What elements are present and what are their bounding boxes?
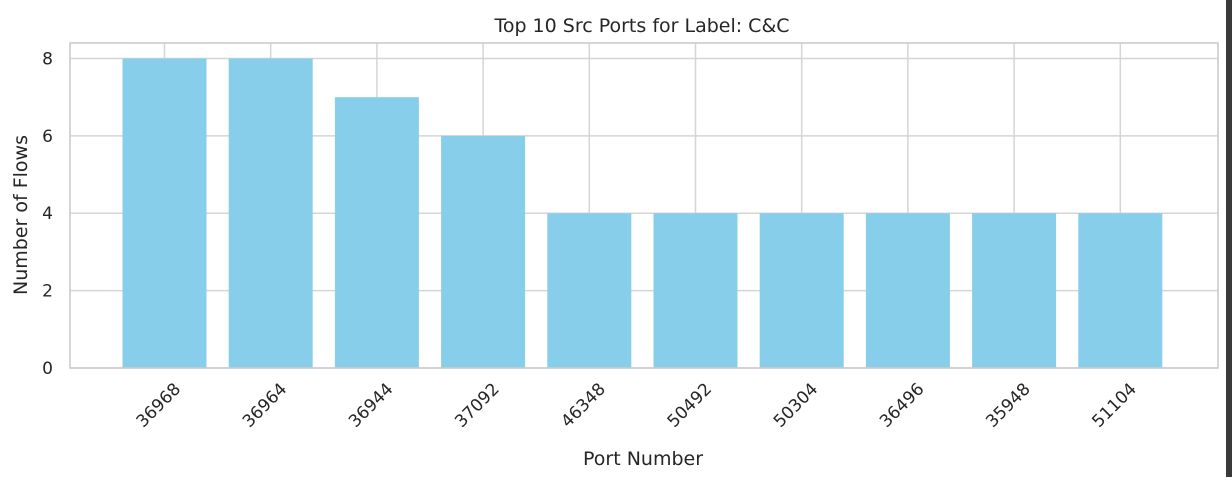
x-tick-label: 50492 <box>664 379 716 431</box>
y-tick-label: 2 <box>42 282 53 302</box>
bar-37092 <box>441 135 526 368</box>
x-tick-label: 37092 <box>451 379 503 431</box>
x-tick-label: 51104 <box>1088 379 1140 431</box>
x-tick-label: 46348 <box>557 379 609 431</box>
window-edge <box>1226 0 1232 477</box>
bar-46348 <box>547 213 632 368</box>
x-tick-label: 36964 <box>239 379 291 431</box>
x-tick-label: 36968 <box>133 379 185 431</box>
x-axis-label: Port Number <box>583 448 703 470</box>
plot-area-frame <box>69 42 1219 369</box>
bar-36496 <box>865 213 950 368</box>
x-tick-label: 36944 <box>345 379 397 431</box>
bar-50304 <box>759 213 844 368</box>
x-tick-labels: 36968 36964 36944 37092 46348 50492 50304 36496… <box>133 379 1141 431</box>
bar-36968 <box>122 58 207 368</box>
x-tick-label: 36496 <box>876 379 928 431</box>
y-tick-label: 8 <box>42 49 53 69</box>
chart-title: Top 10 Src Ports for Label: C&C <box>493 15 789 37</box>
y-tick-label: 6 <box>42 127 53 147</box>
x-tick-label: 50304 <box>770 379 822 431</box>
x-tick-label: 35948 <box>982 379 1034 431</box>
bar-35948 <box>972 213 1057 368</box>
y-tick-label: 0 <box>42 359 53 379</box>
bar-50492 <box>653 213 738 368</box>
bar-51104 <box>1078 213 1163 368</box>
y-axis-label: Number of Flows <box>10 135 32 295</box>
y-tick-labels: 0 2 4 6 8 <box>42 49 53 379</box>
bar-36964 <box>228 58 313 368</box>
bars <box>122 58 1163 369</box>
bar-36944 <box>334 97 419 369</box>
y-tick-label: 4 <box>42 204 53 224</box>
